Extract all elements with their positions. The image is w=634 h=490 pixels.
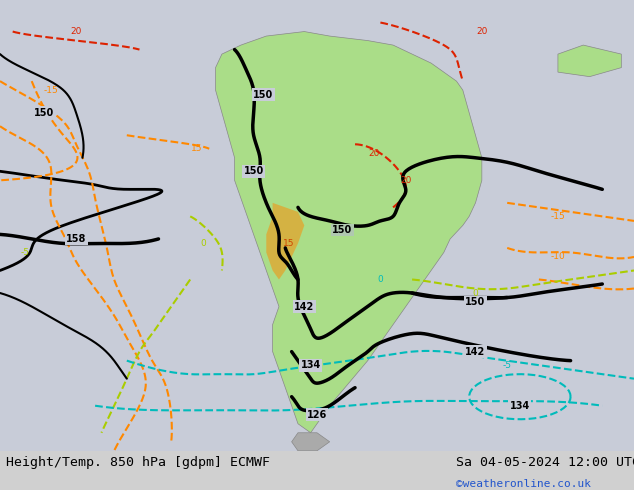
Text: 0: 0 xyxy=(472,289,479,297)
Text: ©weatheronline.co.uk: ©weatheronline.co.uk xyxy=(456,479,592,489)
Text: 150: 150 xyxy=(465,297,486,307)
Text: 15: 15 xyxy=(191,144,202,153)
Text: -10: -10 xyxy=(550,252,566,262)
Text: 126: 126 xyxy=(307,410,327,420)
Text: 0: 0 xyxy=(377,275,384,284)
Text: 20: 20 xyxy=(70,27,82,36)
Text: 20: 20 xyxy=(368,149,380,158)
Text: 0: 0 xyxy=(200,239,206,248)
Text: Height/Temp. 850 hPa [gdpm] ECMWF: Height/Temp. 850 hPa [gdpm] ECMWF xyxy=(6,456,270,469)
Text: 134: 134 xyxy=(510,401,530,411)
Text: -5: -5 xyxy=(21,248,30,257)
Text: 142: 142 xyxy=(465,346,486,357)
Text: -15: -15 xyxy=(550,212,566,221)
Text: 134: 134 xyxy=(301,360,321,370)
Polygon shape xyxy=(216,31,482,433)
Polygon shape xyxy=(266,203,304,279)
Text: 20: 20 xyxy=(400,176,411,185)
Text: Sa 04-05-2024 12:00 UTC (00+84): Sa 04-05-2024 12:00 UTC (00+84) xyxy=(456,456,634,469)
Text: 150: 150 xyxy=(34,108,55,118)
Text: 15: 15 xyxy=(283,239,294,248)
Text: 142: 142 xyxy=(294,301,314,312)
Text: -15: -15 xyxy=(43,86,58,95)
FancyBboxPatch shape xyxy=(0,0,634,451)
Text: 150: 150 xyxy=(243,166,264,176)
Polygon shape xyxy=(558,45,621,76)
Text: 158: 158 xyxy=(66,234,86,244)
Text: 20: 20 xyxy=(476,27,488,36)
Polygon shape xyxy=(292,433,330,451)
Text: 150: 150 xyxy=(253,90,273,99)
Text: 150: 150 xyxy=(332,225,353,235)
Text: -5: -5 xyxy=(503,361,512,369)
